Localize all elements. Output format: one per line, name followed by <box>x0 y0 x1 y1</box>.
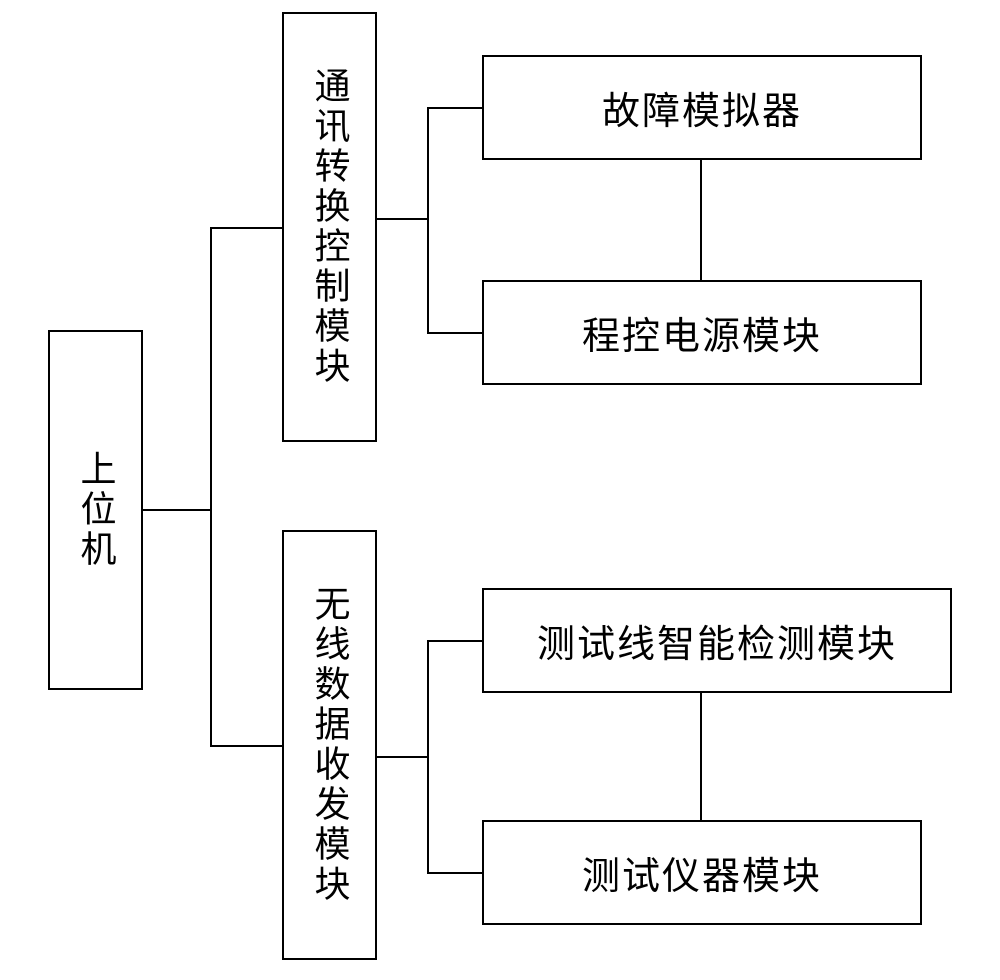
edge-detect-to-instrument <box>700 693 702 820</box>
edge-host-to-wireless <box>210 745 282 747</box>
edge-host-to-comm <box>210 227 282 229</box>
edge-fault-to-power <box>700 160 702 280</box>
node-wireless-module: 无线数据收发模块 <box>282 530 377 960</box>
node-wireless-module-label: 无线数据收发模块 <box>304 585 356 905</box>
node-test-instrument: 测试仪器模块 <box>482 820 922 925</box>
node-fault-simulator: 故障模拟器 <box>482 55 922 160</box>
node-host-label: 上位机 <box>70 450 122 570</box>
node-fault-simulator-label: 故障模拟器 <box>602 80 802 135</box>
edge-host-stub <box>143 509 212 511</box>
edge-comm-spine <box>427 107 429 334</box>
node-comm-module-label: 通讯转换控制模块 <box>304 67 356 387</box>
node-test-detect: 测试线智能检测模块 <box>482 588 952 693</box>
edge-comm-to-fault <box>427 107 482 109</box>
edge-wireless-spine <box>427 640 429 874</box>
node-comm-module: 通讯转换控制模块 <box>282 12 377 442</box>
node-host: 上位机 <box>48 330 143 690</box>
node-power-module: 程控电源模块 <box>482 280 922 385</box>
node-power-module-label: 程控电源模块 <box>582 305 822 360</box>
edge-comm-stub <box>377 218 429 220</box>
edge-comm-to-power <box>427 332 482 334</box>
edge-wireless-to-detect <box>427 640 482 642</box>
node-test-instrument-label: 测试仪器模块 <box>582 845 822 900</box>
edge-wireless-to-instrument <box>427 872 482 874</box>
edge-wireless-stub <box>377 756 429 758</box>
edge-host-spine <box>210 227 212 747</box>
node-test-detect-label: 测试线智能检测模块 <box>537 613 897 668</box>
